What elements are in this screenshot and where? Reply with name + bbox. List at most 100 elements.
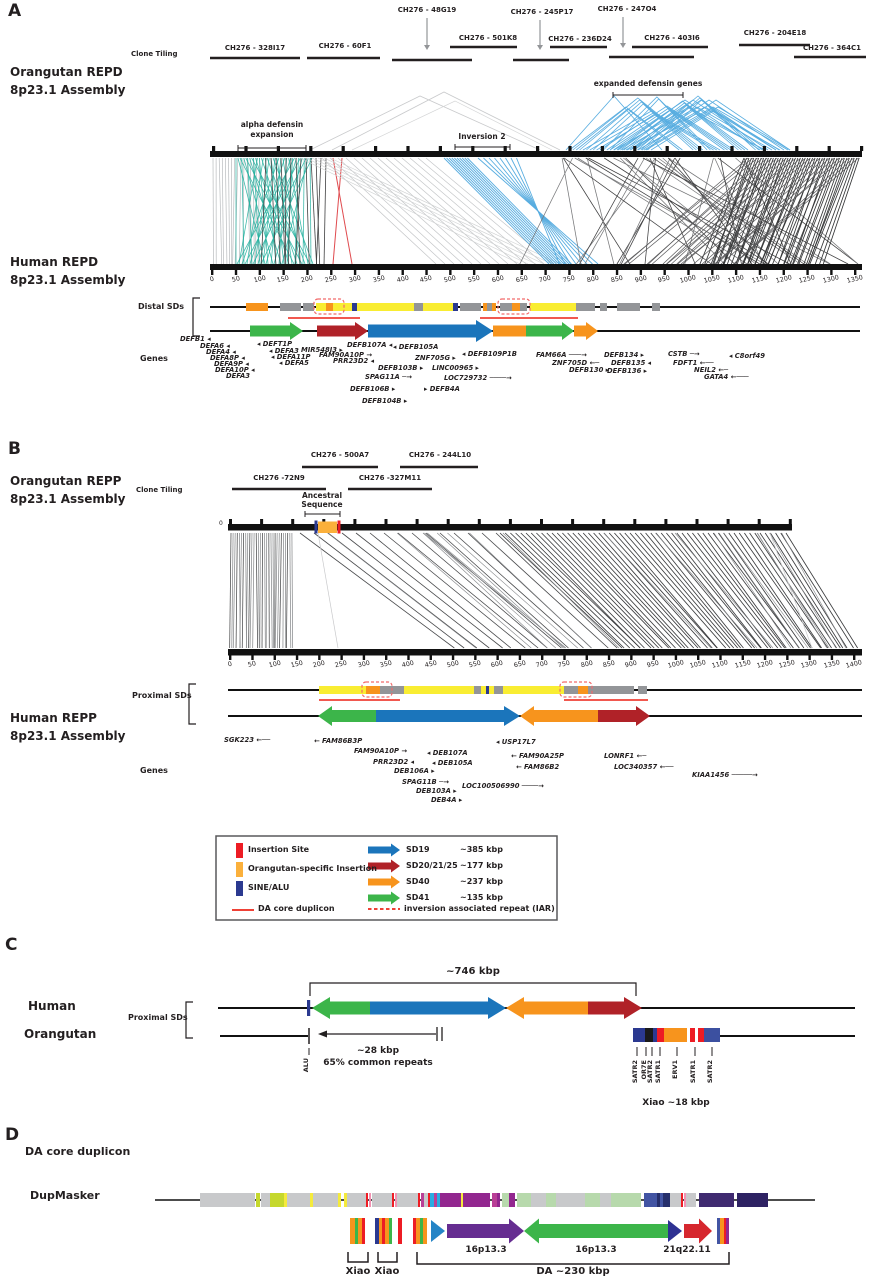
gene-label-a: LOC729732 ────→	[444, 374, 512, 382]
ancestral-line1: Ancestral	[301, 491, 343, 500]
clone-label: CH276 -72N9	[253, 474, 305, 482]
gene-label-a: NEIL2 ←─	[694, 366, 729, 374]
expanded-defensin-label: expanded defensin genes	[593, 79, 703, 88]
gene-label-b: ← FAM90A25P	[511, 752, 565, 760]
gene-label-a: DEFA3	[226, 372, 251, 380]
gene-label-b: SGK223 ←──	[224, 736, 271, 744]
orangutan-repp-line1: Orangutan REPP	[10, 474, 122, 488]
proximal-sds-b	[228, 681, 862, 726]
annotation-brackets-b	[188, 511, 341, 725]
panel-d-graphics	[155, 1193, 815, 1265]
ancestral-line2: Sequence	[301, 500, 343, 509]
gene-label-a: PRR23D2 ◂	[333, 357, 375, 365]
gene-label-a: DEFB134 ▸	[604, 351, 645, 359]
da-core-duplicon-title: DA core duplicon	[25, 1145, 131, 1158]
gene-label-a: MIR548I3 ▸	[301, 346, 343, 354]
clone-label: CH276 - 501K8	[458, 34, 518, 42]
gene-label-a: CSTB ─→	[668, 350, 700, 358]
gene-label-a: DEFB135 ◂	[611, 359, 652, 367]
legend-sd-name: SD41	[406, 893, 430, 902]
alpha-defensin-line2: expansion	[250, 130, 294, 139]
genes-label-a: Genes	[140, 354, 168, 363]
human-repd-line2: 8p23.1 Assembly	[10, 273, 126, 287]
clone-label: CH276 - 500A7	[310, 451, 370, 459]
gene-label-b: DEB4A ▸	[431, 796, 463, 804]
gene-label-a: ◂ C8orf49	[729, 352, 765, 360]
region-label: 16p13.3	[465, 1245, 507, 1255]
clone-label: CH276 - 364C1	[802, 44, 862, 52]
satr-label: SATR2	[631, 1060, 639, 1084]
gene-label-b: ◂ DEB105A	[432, 759, 473, 767]
gene-label-b: ◂ USP17L7	[496, 738, 536, 746]
assembly-bars-b	[228, 519, 862, 660]
xiao-label: Xiao	[345, 1266, 371, 1277]
legend-item-label: SINE/ALU	[248, 883, 290, 892]
clone-label: CH276 - 244L10	[408, 451, 472, 459]
dupmasker-label: DupMasker	[30, 1189, 100, 1202]
legend-sd-name: SD19	[406, 845, 430, 854]
gene-label-b: LONRF1 ←─	[604, 752, 647, 760]
panel-a-label: A	[8, 1, 22, 21]
legend-item-label: Insertion Site	[248, 845, 310, 854]
orangutan-row-label: Orangutan	[24, 1027, 97, 1041]
legend-sd-name: SD40	[406, 877, 430, 886]
gene-label-a: DEFB104B ▸	[362, 397, 408, 405]
clone-label: CH276 - 60F1	[318, 42, 372, 50]
human-repp-line2: 8p23.1 Assembly	[10, 729, 126, 743]
gene-label-a: ◂ DEFB109P1B	[462, 350, 517, 358]
human-repd-line1: Human REPD	[10, 255, 99, 269]
orangutan-repp-line2: 8p23.1 Assembly	[10, 492, 126, 506]
satr-label: ERV1	[671, 1060, 679, 1079]
panel-c-graphics	[185, 982, 855, 1056]
proximal-sds-label-b: Proximal SDs	[132, 691, 192, 700]
clone-tiling-b	[232, 465, 478, 491]
gene-label-a: SPAG11A ─→	[365, 373, 412, 381]
gene-label-b: LOC340357 ←──	[614, 763, 674, 771]
alu-label: ALU	[302, 1058, 310, 1073]
legend-sd-name: SD20/21/25	[406, 861, 458, 870]
legend-sd-size: ~385 kbp	[460, 845, 503, 854]
legend-sd-size: ~237 kbp	[460, 877, 503, 886]
clone-tiling-label-b: Clone Tiling	[136, 486, 183, 494]
panel-b-label: B	[8, 439, 21, 459]
clone-label: CH276 -327M11	[358, 474, 422, 482]
gene-label-b: FAM90A10P →	[354, 747, 408, 755]
gene-label-a: DEFB130 ▸	[569, 366, 610, 374]
gene-label-b: ◂ DEB107A	[427, 749, 468, 757]
gene-label-a: FAM90A10P →	[319, 351, 373, 359]
proximal-sds-label-c: Proximal SDs	[128, 1013, 188, 1022]
distal-sds-label: Distal SDs	[138, 302, 185, 311]
legend-box	[215, 835, 558, 921]
satr-label: SATR2	[706, 1060, 714, 1084]
gene-label-a: ▸ DEFB4A	[424, 385, 460, 393]
legend-sd-size: ~135 kbp	[460, 893, 503, 902]
gene-label-b: ← FAM86B2	[516, 763, 560, 771]
gene-label-a: DEFB106B ▸	[350, 385, 396, 393]
gene-label-a: ZNF705G ▸	[415, 354, 456, 362]
annotation-brackets-a	[192, 92, 684, 337]
clone-tiling-label-a: Clone Tiling	[131, 50, 178, 58]
gene-label-a: DEFB1 ◂	[180, 335, 211, 343]
gene-label-b: DEB103A ▸	[416, 787, 457, 795]
alpha-defensin-line1: alpha defensin	[240, 120, 304, 129]
da-230kbp-label: DA ~230 kbp	[536, 1266, 610, 1277]
clone-label: CH276 - 403I6	[644, 34, 700, 42]
clone-label: CH276 - 245P17	[510, 8, 574, 16]
orangutan-repd-line1: Orangutan REPD	[10, 65, 123, 79]
gene-label-a: ZNF705D ←─	[552, 359, 600, 367]
human-row-label: Human	[28, 999, 76, 1013]
gene-label-a: DEFA8P ◂	[210, 354, 245, 362]
satr-label: SATR2	[646, 1060, 654, 1084]
gene-label-a: DEFA10P ◂	[215, 366, 255, 374]
legend-sd-size: ~177 kbp	[460, 861, 503, 870]
gene-label-a: DEFB136 ▸	[607, 367, 648, 375]
gene-label-b: LOC100506990 ────→	[462, 782, 544, 790]
human-repp-line1: Human REPP	[10, 711, 97, 725]
alignment-lines-b	[229, 532, 858, 649]
orangutan-repd-line2: 8p23.1 Assembly	[10, 83, 126, 97]
gene-label-a: FDFT1 ←──	[673, 359, 714, 367]
28kbp-label: ~28 kbp	[356, 1046, 400, 1056]
legend-item-label: Orangutan-specific Insertion	[248, 864, 377, 873]
genes-label-b: Genes	[140, 766, 168, 775]
